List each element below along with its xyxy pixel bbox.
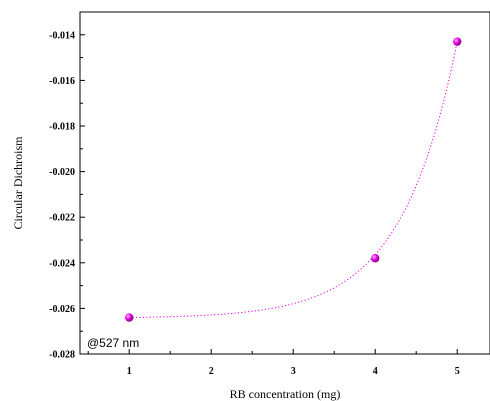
y-tick-label: -0.016 — [49, 76, 75, 87]
data-points-layer — [125, 37, 462, 322]
x-tick-label: 1 — [127, 366, 132, 377]
data-point — [371, 254, 380, 263]
x-tick-label: 3 — [291, 366, 296, 377]
y-tick-label: -0.020 — [49, 167, 75, 178]
y-axis-ticks: -0.014 -0.016 -0.018 -0.020 -0.022 -0.024 -0.0… — [49, 11, 85, 361]
y-tick-label: -0.014 — [49, 30, 75, 41]
fit-curve-layer — [129, 41, 458, 319]
data-point — [453, 37, 462, 46]
plot-area — [79, 11, 490, 355]
plot-frame — [79, 11, 490, 355]
x-tick-label: 4 — [373, 366, 378, 377]
y-tick-label: -0.024 — [49, 258, 75, 269]
y-tick-label: -0.022 — [49, 213, 75, 224]
y-tick-label: -0.018 — [49, 122, 75, 133]
annotation-label: @527 nm — [87, 336, 139, 350]
y-tick-label: -0.026 — [49, 304, 75, 315]
fit-curve — [129, 41, 458, 319]
y-axis-title: Circular Dichroism — [11, 136, 25, 230]
x-tick-label: 5 — [455, 366, 460, 377]
data-point — [125, 313, 134, 322]
x-axis-ticks: 1 2 3 4 5 — [87, 349, 460, 377]
y-tick-label: -0.028 — [49, 350, 75, 361]
x-axis-title: RB concentration (mg) — [230, 387, 341, 401]
x-tick-label: 2 — [209, 366, 214, 377]
